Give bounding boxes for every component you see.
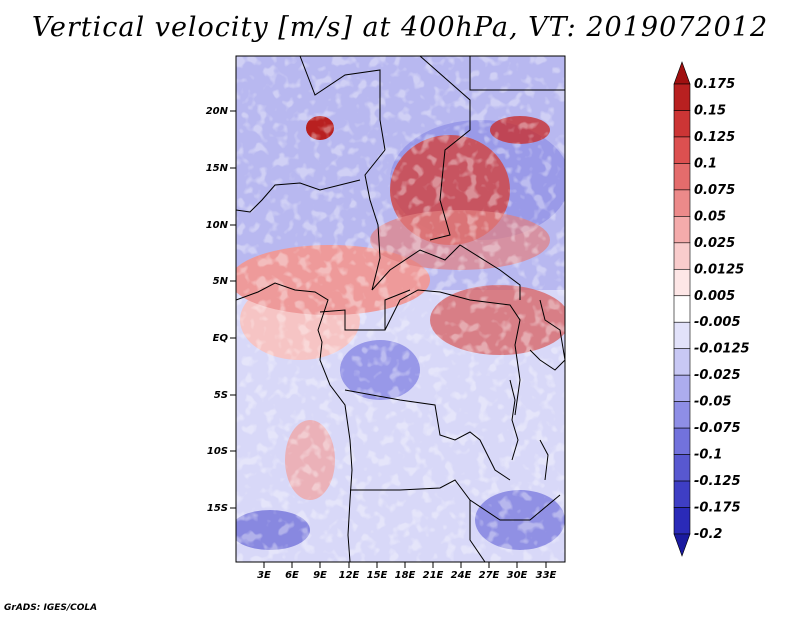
colorbar-label: -0.175 bbox=[694, 501, 741, 516]
lon-tick-label: 15E bbox=[367, 570, 388, 581]
colorbar-label: -0.075 bbox=[694, 421, 741, 436]
colorbar-swatch bbox=[673, 374, 691, 402]
botswana-border bbox=[469, 500, 486, 562]
lake-tanganyika bbox=[509, 379, 519, 461]
lon-tick-label: 18E bbox=[395, 570, 416, 581]
lon-tick-label: 3E bbox=[257, 570, 271, 581]
lon-tick-label: 27E bbox=[479, 570, 500, 581]
colorbar-label: 0.0125 bbox=[694, 262, 744, 277]
figure-title: Vertical velocity [m/s] at 400hPa, VT: 2… bbox=[31, 12, 769, 43]
colorbar-swatch bbox=[673, 136, 691, 164]
lat-tick-label: 10N bbox=[206, 220, 229, 231]
colorbar-label: -0.05 bbox=[694, 395, 731, 410]
colorbar-label: -0.0125 bbox=[694, 342, 750, 357]
colorbar-top-arrow bbox=[673, 61, 691, 85]
lat-tick-label: EQ bbox=[213, 333, 229, 344]
algeria-niger-border bbox=[299, 56, 386, 151]
lon-axis: 3E 6E 9E 12E 15E 18E 21E 24E 27E 30E 33E bbox=[257, 562, 557, 581]
colorbar-swatch bbox=[673, 480, 691, 508]
colorbar-label: 0.175 bbox=[694, 77, 735, 92]
chad-sudan-border bbox=[419, 56, 471, 241]
colorbar-swatch bbox=[673, 189, 691, 217]
colorbar-swatch bbox=[673, 321, 691, 350]
lon-tick-label: 6E bbox=[285, 570, 299, 581]
colorbar-label: -0.1 bbox=[694, 448, 722, 463]
colorbar-label: 0.075 bbox=[694, 183, 735, 198]
lat-tick-label: 20N bbox=[206, 106, 229, 117]
lon-tick-label: 30E bbox=[507, 570, 528, 581]
colorbar-label: -0.2 bbox=[694, 527, 722, 542]
colorbar-swatch bbox=[673, 268, 691, 297]
angola-drc-border bbox=[344, 389, 511, 481]
colorbar-label: -0.005 bbox=[694, 315, 741, 330]
egypt-border bbox=[469, 56, 565, 91]
lon-tick-label: 12E bbox=[339, 570, 360, 581]
colorbar-swatch bbox=[673, 348, 691, 376]
lon-tick-label: 21E bbox=[423, 570, 444, 581]
lat-tick-label: 15S bbox=[207, 503, 228, 514]
colorbar-label: 0.125 bbox=[694, 130, 735, 145]
field-texture bbox=[236, 56, 565, 562]
west-coastline bbox=[236, 282, 353, 562]
colorbar-swatch bbox=[673, 427, 691, 455]
sahel-border bbox=[236, 179, 361, 213]
colorbar-swatch bbox=[673, 507, 691, 535]
lat-tick-label: 10S bbox=[207, 446, 228, 457]
colorbar-bottom-arrow bbox=[673, 533, 691, 557]
colorbar-label: 0.05 bbox=[694, 209, 726, 224]
lat-tick-label: 5S bbox=[214, 390, 228, 401]
colorbar-swatch bbox=[673, 110, 691, 138]
lat-tick-label: 5N bbox=[213, 276, 229, 287]
colorbar-swatch bbox=[673, 401, 691, 429]
lake-victoria-outline bbox=[529, 299, 565, 371]
grads-credit: GrADS: IGES/COLA bbox=[4, 603, 98, 613]
colorbar-label: 0.005 bbox=[694, 289, 735, 304]
lat-tick-label: 15N bbox=[206, 163, 229, 174]
colorbar-swatch bbox=[673, 454, 691, 482]
niger-chad-cameroon-border bbox=[364, 149, 386, 291]
lon-tick-label: 24E bbox=[451, 570, 472, 581]
colorbar-label: -0.125 bbox=[694, 474, 741, 489]
colorbar-label: 0.025 bbox=[694, 236, 735, 251]
lon-tick-label: 33E bbox=[536, 570, 557, 581]
lake-malawi bbox=[539, 439, 549, 481]
colorbar-swatch bbox=[673, 295, 691, 323]
colorbar: 0.175 0.15 0.125 0.1 0.075 0.05 0.025 0.0125 0.0… bbox=[673, 61, 750, 557]
colorbar-swatch bbox=[673, 216, 691, 244]
colorbar-swatch bbox=[673, 163, 691, 191]
car-border bbox=[371, 244, 521, 300]
colorbar-label: 0.1 bbox=[694, 156, 717, 171]
drc-east-border bbox=[384, 289, 521, 416]
colorbar-label: 0.15 bbox=[694, 103, 726, 118]
lat-axis: 20N 15N 10N 5N EQ 5S 10S 15S bbox=[206, 106, 236, 514]
southern-borders bbox=[350, 479, 561, 521]
colorbar-swatch bbox=[673, 242, 691, 270]
colorbar-swatch bbox=[673, 83, 691, 111]
borders-coastlines bbox=[236, 56, 565, 562]
gabon-congo-border bbox=[319, 289, 411, 331]
plot-frame bbox=[235, 55, 566, 563]
velocity-field bbox=[236, 56, 565, 562]
colorbar-label: -0.025 bbox=[694, 368, 741, 383]
lon-tick-label: 9E bbox=[313, 570, 327, 581]
